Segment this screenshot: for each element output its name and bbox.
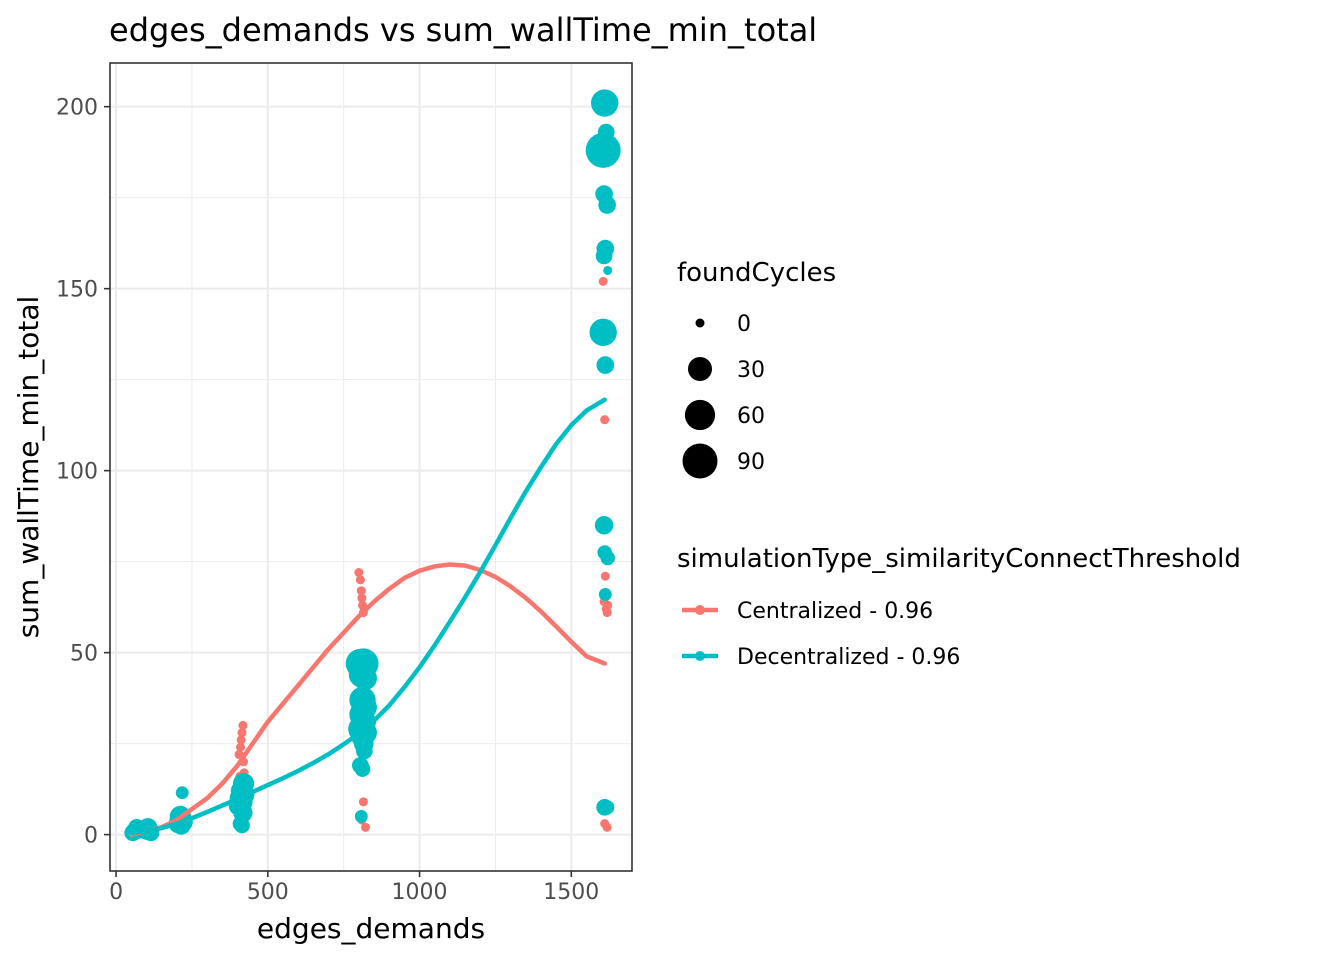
data-point bbox=[234, 817, 250, 834]
x-tick-label: 500 bbox=[247, 880, 289, 905]
color-legend-label: Centralized - 0.96 bbox=[737, 599, 933, 624]
data-point bbox=[600, 571, 610, 581]
x-tick-label: 1000 bbox=[392, 880, 448, 905]
smooth-lines bbox=[128, 397, 607, 837]
size-legend-label: 90 bbox=[737, 450, 765, 475]
data-point bbox=[355, 575, 365, 585]
data-point bbox=[590, 89, 619, 117]
data-point bbox=[598, 587, 612, 601]
size-legend: foundCycles 0 30 60 90 bbox=[677, 258, 836, 479]
y-axis: 0 50 100 150 200 bbox=[56, 96, 110, 849]
data-point bbox=[594, 515, 614, 535]
size-legend-key bbox=[687, 356, 713, 382]
data-point bbox=[595, 247, 613, 265]
y-axis-title: sum_wallTime_min_total bbox=[12, 296, 45, 639]
plot-panel bbox=[109, 62, 633, 872]
y-tick-label: 100 bbox=[56, 460, 98, 485]
data-point bbox=[598, 276, 608, 286]
size-legend-key bbox=[684, 399, 716, 431]
y-tick-label: 150 bbox=[56, 278, 98, 303]
panel-border bbox=[109, 62, 633, 872]
data-point bbox=[603, 600, 613, 610]
color-legend: simulationType_similarityConnectThreshol… bbox=[677, 544, 1241, 670]
color-legend-title: simulationType_similarityConnectThreshol… bbox=[677, 544, 1241, 574]
grid-lines bbox=[110, 63, 632, 871]
data-point bbox=[357, 593, 367, 603]
data-point bbox=[599, 800, 615, 815]
y-tick-label: 50 bbox=[70, 642, 98, 667]
data-point bbox=[596, 356, 615, 374]
x-tick-label: 0 bbox=[109, 880, 123, 905]
data-point bbox=[602, 822, 612, 832]
data-point bbox=[355, 742, 373, 760]
data-point bbox=[361, 822, 371, 832]
x-axis: 0 500 1000 1500 bbox=[109, 871, 599, 905]
data-point bbox=[358, 797, 368, 807]
chart-title: edges_demands vs sum_wallTime_min_total bbox=[109, 11, 817, 49]
size-legend-key bbox=[695, 318, 705, 328]
smooth-line bbox=[128, 397, 607, 836]
data-point bbox=[600, 550, 615, 566]
x-tick-label: 1500 bbox=[543, 880, 599, 905]
data-point bbox=[354, 809, 368, 823]
data-point bbox=[602, 608, 612, 618]
color-legend-label: Decentralized - 0.96 bbox=[737, 645, 960, 670]
data-point bbox=[603, 265, 613, 275]
data-point bbox=[589, 318, 617, 347]
data-point bbox=[356, 586, 366, 596]
size-legend-label: 0 bbox=[737, 312, 751, 337]
y-tick-label: 0 bbox=[84, 824, 98, 849]
data-point bbox=[598, 196, 616, 214]
data-point bbox=[237, 728, 247, 738]
data-point bbox=[238, 720, 248, 730]
size-legend-key bbox=[682, 443, 718, 479]
y-tick-label: 200 bbox=[56, 96, 98, 121]
data-point bbox=[352, 666, 377, 691]
x-axis-title: edges_demands bbox=[257, 912, 485, 945]
size-legend-label: 30 bbox=[737, 358, 765, 383]
data-point bbox=[236, 735, 246, 745]
data-point bbox=[354, 568, 364, 578]
data-point bbox=[354, 761, 371, 777]
data-point bbox=[600, 415, 610, 425]
size-legend-title: foundCycles bbox=[677, 258, 836, 288]
size-legend-label: 60 bbox=[737, 404, 765, 429]
color-legend-point bbox=[695, 605, 705, 615]
smooth-line bbox=[128, 562, 607, 837]
data-point bbox=[236, 742, 245, 752]
data-point bbox=[585, 132, 621, 168]
data-point bbox=[175, 786, 189, 800]
color-legend-point bbox=[695, 651, 705, 661]
